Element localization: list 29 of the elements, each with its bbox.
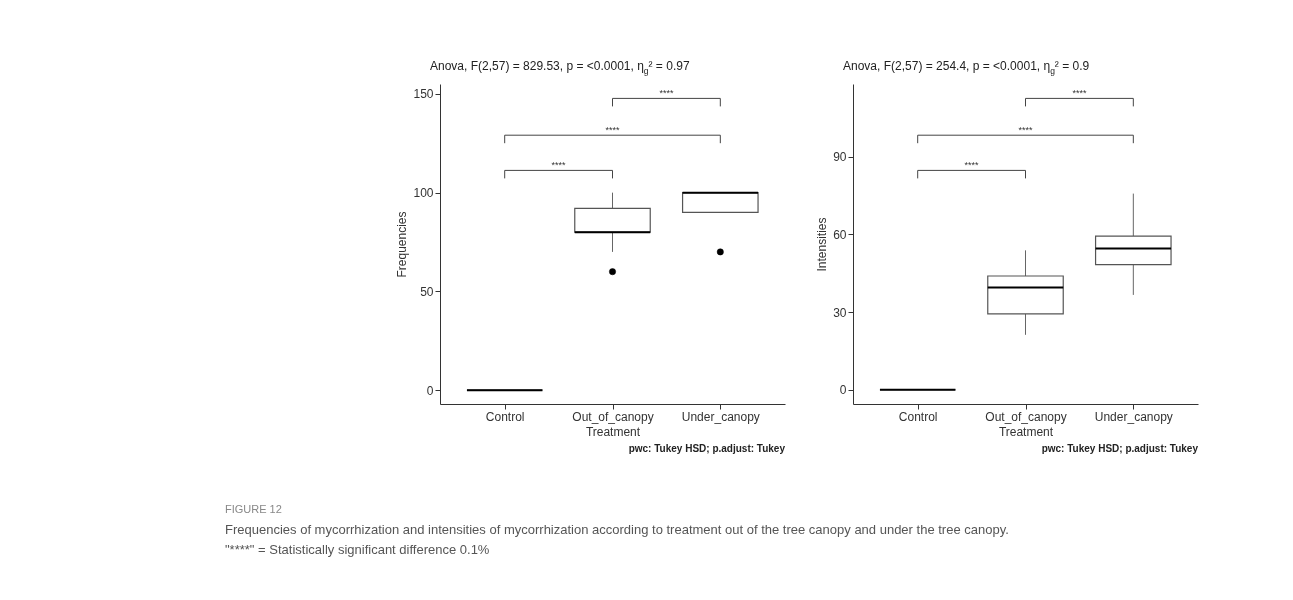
y-axis-title: Intensities bbox=[815, 217, 830, 272]
y-tick-label: 50 bbox=[420, 284, 434, 299]
y-tick-label: 30 bbox=[833, 305, 847, 320]
x-tick-label: Control bbox=[898, 409, 938, 424]
text: "****" = Statistically significant difference 0.1% bbox=[225, 542, 490, 557]
y-tick-label: 150 bbox=[413, 87, 434, 102]
annotation: **** bbox=[659, 88, 674, 99]
y-tick-label: 0 bbox=[839, 383, 847, 398]
annotation: **** bbox=[605, 125, 620, 136]
x-axis-title: Treatment bbox=[998, 424, 1054, 439]
y-tick-label: 0 bbox=[426, 383, 434, 398]
x-axis-title: Treatment bbox=[585, 424, 641, 439]
text: Frequencies of mycorrhization and intensities of mycorrhization according to treatment out of the tree canopy and under the tree canopy. bbox=[225, 522, 1009, 537]
x-tick-label: Under_canopy bbox=[1094, 409, 1173, 424]
y-axis-title: Frequencies bbox=[395, 211, 410, 278]
annotation: **** bbox=[1018, 125, 1033, 136]
annotation: **** bbox=[1072, 88, 1087, 99]
x-tick-label: Control bbox=[485, 409, 525, 424]
caption: FIGURE 12 bbox=[225, 503, 282, 515]
y-tick-label: 60 bbox=[833, 227, 847, 242]
y-tick-label: 90 bbox=[833, 150, 847, 165]
annotation: **** bbox=[964, 160, 980, 171]
y-tick-label: 100 bbox=[413, 186, 434, 201]
annotation: **** bbox=[551, 160, 567, 171]
x-tick-label: Out_of_canopy bbox=[985, 409, 1067, 424]
x-tick-label: Under_canopy bbox=[681, 409, 760, 424]
x-tick-label: Out_of_canopy bbox=[572, 409, 654, 424]
text: pwc: Tukey HSD; p.adjust: Tukey bbox=[628, 443, 786, 454]
text: pwc: Tukey HSD; p.adjust: Tukey bbox=[1041, 443, 1199, 454]
